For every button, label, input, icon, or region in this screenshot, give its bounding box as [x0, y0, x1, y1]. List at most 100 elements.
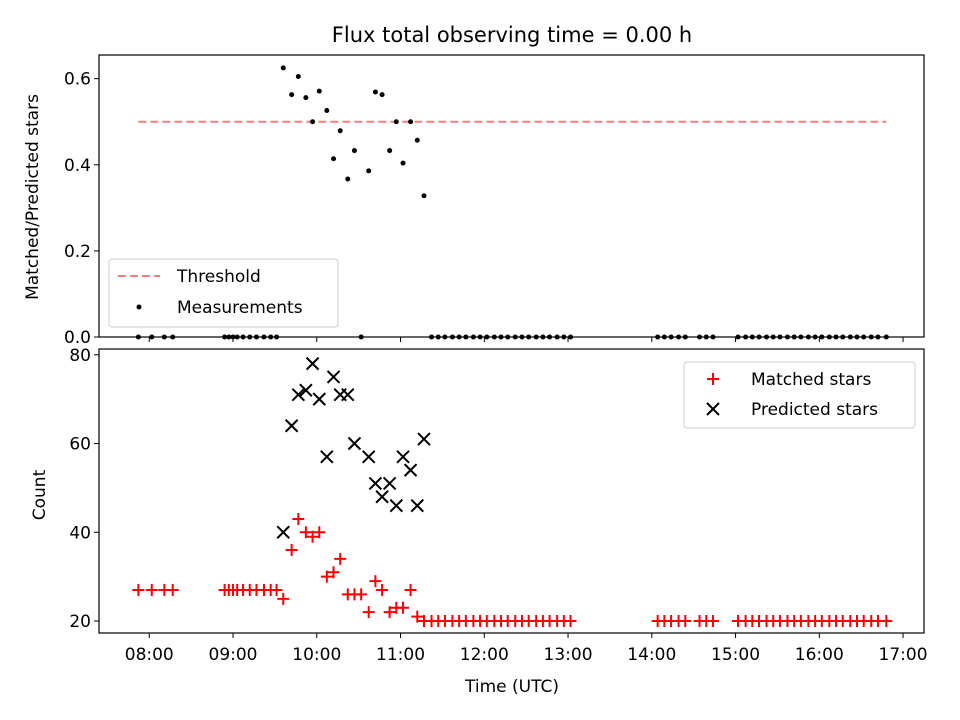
predicted-stars-point [382, 476, 397, 491]
x-tick-label: 14:00 [627, 645, 676, 665]
predicted-stars-point [341, 387, 355, 402]
matched-stars-point [327, 566, 340, 579]
matched-stars-point [706, 615, 719, 628]
predicted-stars-point [396, 450, 410, 464]
x-tick-label: 17:00 [879, 645, 928, 665]
matched-stars-point [313, 526, 326, 539]
bottom-plot-area: 20 40 60 80 08:00 09:00 10:00 11:00 12:00 13:00 14… [69, 346, 927, 665]
x-tick-label: 12:00 [460, 645, 509, 665]
legend-measurements-label: Measurements [177, 298, 303, 318]
measurement-point [393, 119, 399, 125]
predicted-stars-point [417, 432, 431, 446]
measurement-point [366, 168, 372, 174]
legend-matched-marker [707, 373, 719, 385]
matched-stars-point [679, 615, 692, 628]
top-y-tick-label: 0.4 [64, 156, 91, 176]
matched-stars-point [166, 583, 179, 596]
legend-predicted-marker [706, 402, 720, 416]
measurement-point [280, 65, 286, 71]
predicted-stars-point [276, 525, 290, 539]
predicted-stars-point [389, 498, 404, 513]
matched-stars-point [306, 530, 319, 543]
measurement-point [316, 88, 322, 94]
top-plot-frame [98, 54, 925, 338]
predicted-stars-point [368, 476, 383, 491]
x-tick-label: 15:00 [711, 645, 760, 665]
predicted-stars-point [312, 392, 326, 406]
matched-stars-point [880, 615, 893, 628]
x-tick-label: 09:00 [209, 645, 258, 665]
matched-stars-point [376, 583, 389, 596]
legend-threshold-label: Threshold [176, 267, 261, 287]
top-y-tick-label: 0.0 [64, 328, 91, 348]
top-legend-box [108, 258, 339, 328]
bottom-legend: Matched stars Predicted stars [683, 361, 916, 429]
top-plot-area: 0.0 0.2 0.4 0.6 [64, 54, 925, 348]
measurement-point [324, 108, 330, 114]
predicted-stars-point [375, 490, 389, 504]
measurement-point [345, 176, 351, 182]
top-y-tick-label: 0.2 [64, 242, 91, 262]
legend-measurements-marker [136, 304, 142, 310]
matched-stars-point [277, 592, 290, 605]
bottom-y-tick-label: 60 [69, 435, 91, 455]
x-axis-label: Time (UTC) [464, 677, 559, 697]
x-tick-label: 11:00 [376, 645, 425, 665]
matched-stars-point [292, 512, 305, 525]
measurement-point [414, 137, 420, 143]
predicted-stars-point [305, 356, 320, 371]
top-chart-title: Flux total observing time = 0.00 h [332, 23, 692, 47]
x-tick-label: 10:00 [292, 645, 341, 665]
matched-stars-point [411, 610, 424, 623]
matched-stars-point [397, 601, 410, 614]
x-tick-label: 16:00 [795, 645, 844, 665]
legend-predicted-label: Predicted stars [751, 400, 878, 420]
measurement-point [337, 128, 343, 134]
matched-stars-point [404, 583, 417, 596]
measurement-point [331, 156, 337, 162]
measurement-point [351, 148, 357, 154]
predicted-stars-point [299, 383, 313, 397]
matched-stars-point [383, 606, 396, 619]
legend-matched-label: Matched stars [751, 370, 871, 390]
matched-stars-point [270, 583, 283, 596]
bottom-y-axis-label: Count [30, 469, 50, 520]
matched-stars-point [369, 575, 382, 588]
predicted-stars-point [326, 370, 341, 384]
x-tick-label: 13:00 [544, 645, 593, 665]
predicted-stars-point [347, 436, 362, 451]
predicted-stars-point [361, 450, 376, 464]
top-legend: Threshold Measurements [108, 258, 339, 328]
matched-stars-point [132, 583, 145, 596]
predicted-stars-point [320, 450, 334, 464]
predicted-stars-point [410, 498, 424, 513]
matched-stars-point [564, 615, 577, 628]
measurement-point [289, 92, 295, 98]
matched-stars-point [299, 526, 312, 539]
predicted-stars-point [403, 463, 418, 477]
top-y-axis-label: Matched/Predicted stars [23, 94, 43, 300]
measurement-point [310, 119, 316, 125]
predicted-stars-point [291, 387, 306, 402]
measurement-point [303, 95, 309, 101]
measurement-point [421, 193, 427, 199]
matched-stars-point [320, 570, 333, 583]
bottom-y-tick-label: 40 [69, 523, 91, 543]
top-y-tick-label: 0.6 [64, 70, 91, 90]
matched-stars-point [362, 606, 375, 619]
measurement-point [400, 160, 406, 166]
measurement-point [379, 92, 385, 98]
predicted-stars-point [284, 419, 299, 433]
bottom-y-tick-label: 20 [69, 612, 91, 632]
bottom-plot-frame [98, 348, 925, 634]
matched-stars-point [355, 588, 368, 601]
x-tick-label: 08:00 [125, 645, 174, 665]
bottom-y-tick-label: 80 [69, 346, 91, 366]
matched-stars-point [145, 583, 158, 596]
measurement-point [372, 89, 378, 95]
measurement-point [408, 119, 414, 125]
bottom-legend-box [683, 361, 916, 429]
measurement-point [295, 74, 301, 80]
matched-stars-point [285, 544, 298, 557]
